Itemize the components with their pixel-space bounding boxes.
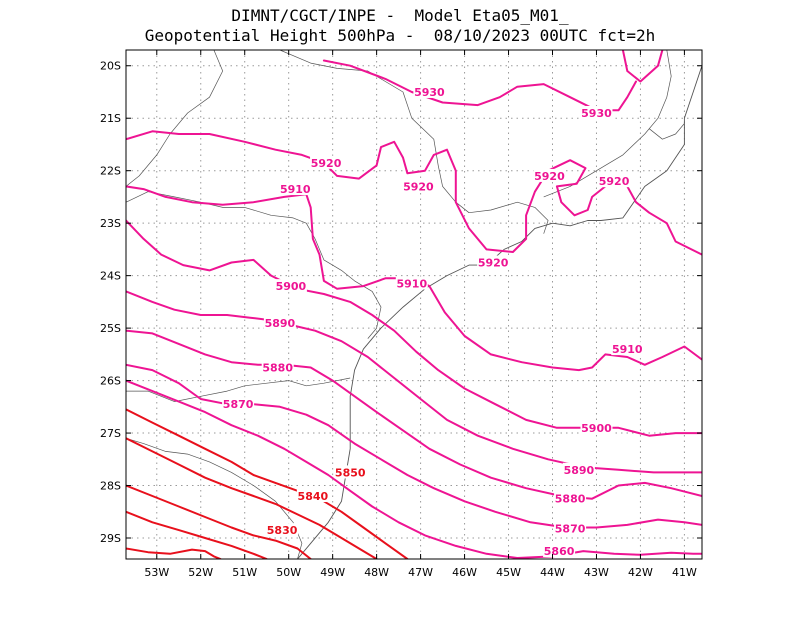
contour-label-bg [562, 462, 595, 476]
lat-tick-label: 27S [100, 427, 121, 440]
lat-tick-label: 22S [100, 165, 121, 178]
lon-tick-label: 44W [540, 566, 565, 579]
title-line-2: Geopotential Height 500hPa - 08/10/2023 … [144, 26, 656, 45]
state-border [648, 123, 685, 140]
contour-label-bg [222, 397, 255, 411]
contour-label-bg [543, 544, 576, 558]
contour-label: 5840 [298, 490, 329, 503]
contour-label: 5830 [267, 524, 298, 537]
contour-label-bg [266, 523, 299, 537]
title-line-1: DIMNT/CGCT/INPE - Model Eta05_M01_ [231, 6, 569, 25]
contour-5930 [322, 59, 637, 112]
contour-label-bg [263, 315, 296, 329]
axes: 20S 21S 22S 23S 24S 25S 26S 27S 28S 29S 53W 52W 51W 5… [100, 50, 702, 579]
contour-label: 5930 [414, 86, 445, 99]
contour-label: 5900 [581, 422, 612, 435]
lat-tick-label: 28S [100, 480, 121, 493]
contour-label: 5890 [265, 317, 296, 330]
contour-label: 5860 [544, 545, 575, 558]
lon-tick-label: 46W [452, 566, 477, 579]
contour-5850 [126, 408, 409, 559]
contour-label: 5920 [534, 170, 565, 183]
lon-tick-label: 41W [672, 566, 697, 579]
contour-5840 [126, 437, 378, 559]
contour-label: 5850 [335, 466, 366, 479]
state-border [126, 377, 351, 402]
lon-tick-label: 52W [188, 566, 213, 579]
contour-label-bg [296, 489, 329, 503]
state-border [126, 50, 224, 187]
lon-tick-label: 45W [496, 566, 521, 579]
lon-tick-label: 51W [232, 566, 257, 579]
contour-5870 [126, 363, 702, 529]
lat-tick-label: 25S [100, 322, 121, 335]
contour-label-bg [261, 360, 294, 374]
height-contours [126, 50, 702, 559]
coastline [297, 65, 702, 559]
contour-label-bg [334, 465, 367, 479]
state-border [279, 50, 549, 234]
lon-tick-label: 47W [408, 566, 433, 579]
lat-tick-label: 23S [100, 217, 121, 230]
contour-label: 5880 [262, 361, 293, 374]
contour-label: 5920 [403, 180, 434, 193]
lat-tick-label: 29S [100, 532, 121, 545]
lat-tick-label: 26S [100, 375, 121, 388]
contour-label-bg [413, 84, 446, 98]
gridlines [126, 50, 702, 559]
contour-label-bg [395, 276, 428, 290]
contour-label-bg [402, 179, 435, 193]
contour-5830 [126, 484, 312, 559]
contour-5890 [126, 290, 702, 474]
contour-label-bg [477, 255, 510, 269]
contour-label-bg [580, 420, 613, 434]
contour-label: 5890 [564, 464, 595, 477]
contour-label: 5870 [223, 398, 254, 411]
contour-5930 [621, 50, 664, 83]
contour-label: 5910 [280, 183, 311, 196]
contour-5880 [126, 329, 702, 500]
contour-label-bg [279, 182, 312, 196]
contour-label: 5920 [599, 175, 630, 188]
contour-label-bg [598, 174, 631, 188]
contour-label-bg [310, 155, 343, 169]
contour-label: 5920 [311, 157, 342, 170]
contour-label-bg [554, 491, 587, 505]
contour-label: 5920 [478, 257, 509, 270]
lon-tick-label: 48W [364, 566, 389, 579]
political-borders [126, 50, 702, 559]
lon-tick-label: 49W [320, 566, 345, 579]
contour-label-bg [554, 521, 587, 535]
contour-label-bg [274, 279, 307, 293]
contour-label-bg [533, 168, 566, 182]
lon-tick-label: 50W [276, 566, 301, 579]
lat-tick-label: 20S [100, 60, 121, 73]
state-border [126, 191, 382, 339]
contour-label: 5880 [555, 493, 586, 506]
lon-tick-label: 42W [628, 566, 653, 579]
contour-label: 5870 [555, 523, 586, 536]
contour-5810 [126, 547, 222, 559]
contour-label: 5930 [581, 107, 612, 120]
contour-label: 5900 [276, 280, 307, 293]
contour-5860 [126, 379, 702, 559]
contour-5820 [126, 510, 268, 559]
contour-label-bg [611, 342, 644, 356]
contour-label: 5910 [612, 343, 643, 356]
lat-tick-label: 24S [100, 270, 121, 283]
map-frame [125, 49, 703, 560]
contour-label-bg [580, 105, 613, 119]
lon-tick-label: 43W [584, 566, 609, 579]
contour-label: 5910 [396, 278, 427, 291]
lon-tick-label: 53W [144, 566, 169, 579]
lat-tick-label: 21S [100, 112, 121, 125]
